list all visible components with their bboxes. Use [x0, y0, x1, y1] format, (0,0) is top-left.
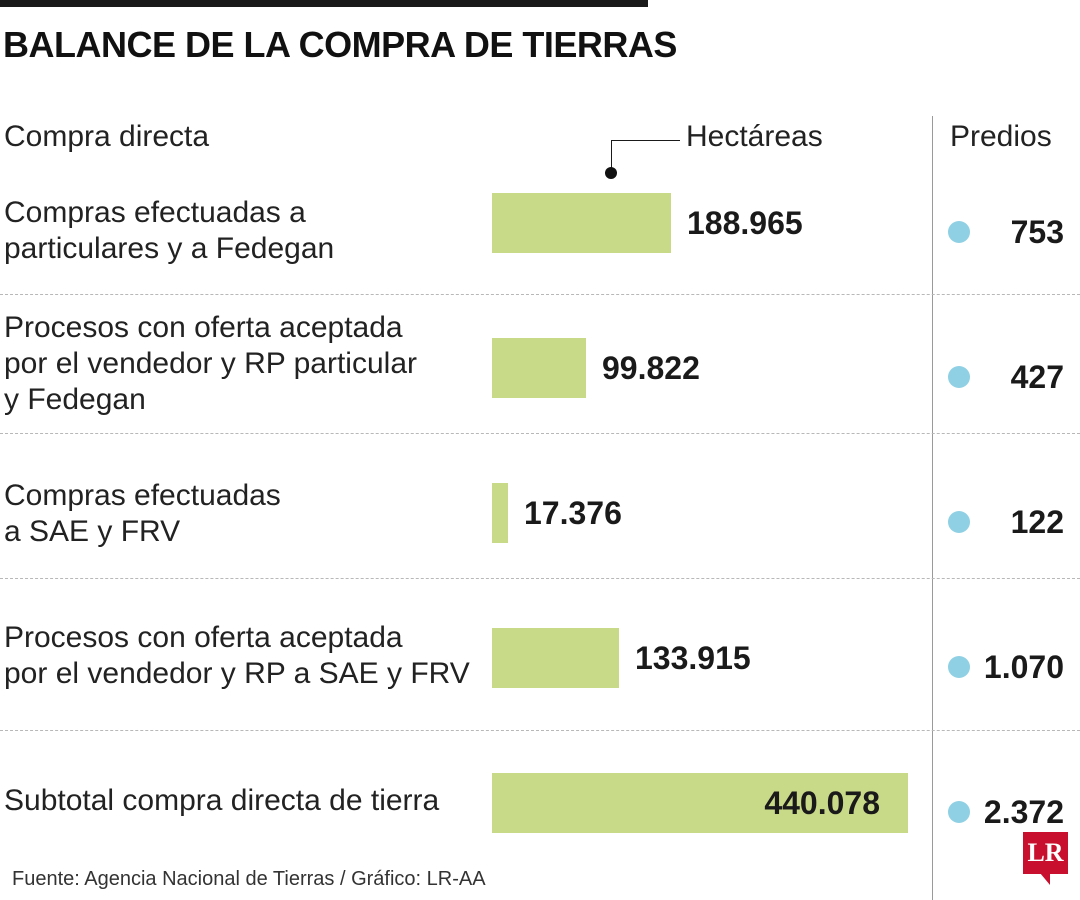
predios-dot	[948, 656, 970, 678]
hectareas-value: 188.965	[687, 205, 803, 241]
hectareas-bar	[492, 483, 508, 543]
category-label: Compras efectuadas a SAE y FRV	[4, 478, 474, 550]
category-label: Procesos con oferta aceptada por el vende…	[4, 620, 474, 692]
hectareas-bar	[492, 628, 619, 688]
hectareas-value: 17.376	[524, 495, 622, 531]
header-predios: Predios	[950, 120, 1052, 153]
row-separator	[0, 578, 1080, 579]
hectareas-bar	[492, 773, 908, 833]
category-label-line: Procesos con oferta aceptada	[4, 311, 403, 344]
predios-value: 753	[1010, 214, 1064, 250]
hectareas-bar	[492, 338, 586, 398]
predios-dot	[948, 366, 970, 388]
predios-value: 427	[1010, 359, 1064, 395]
category-label-line: a SAE y FRV	[4, 515, 181, 548]
top-rule	[0, 0, 648, 7]
category-label-line: Procesos con oferta aceptada	[4, 621, 403, 654]
units-pointer-stem	[611, 140, 612, 172]
category-label-line: Subtotal compra directa de tierra	[4, 784, 440, 817]
category-label-line: por el vendedor y RP a SAE y FRV	[4, 657, 470, 690]
category-label: Compras efectuadas a particulares y a Fed…	[4, 195, 474, 267]
predios-divider	[932, 116, 933, 900]
category-label-line: y Fedegan	[4, 383, 146, 416]
chart-title: BALANCE DE LA COMPRA DE TIERRAS	[3, 24, 677, 65]
predios-value: 1.070	[983, 649, 1064, 685]
predios-dot	[948, 221, 970, 243]
hectareas-value: 440.078	[764, 785, 880, 821]
category-label-line: Compras efectuadas	[4, 479, 281, 512]
predios-dot	[948, 511, 970, 533]
predios-dot	[948, 801, 970, 823]
category-label: Procesos con oferta aceptada por el vende…	[4, 310, 474, 418]
units-pointer-dot	[605, 167, 617, 179]
row-separator	[0, 730, 1080, 731]
header-hectareas: Hectáreas	[686, 120, 823, 153]
hectareas-value: 133.915	[635, 640, 751, 676]
predios-value: 2.372	[983, 794, 1064, 830]
category-label-line: particulares y a Fedegan	[4, 232, 335, 265]
units-pointer-line	[612, 140, 680, 141]
lr-logo: LR	[1023, 832, 1068, 874]
row-separator	[0, 294, 1080, 295]
category-label: Subtotal compra directa de tierra	[4, 783, 474, 819]
lr-logo-tail	[1040, 873, 1050, 885]
header-compra-directa: Compra directa	[4, 120, 210, 153]
row-separator	[0, 433, 1080, 434]
hectareas-bar	[492, 193, 671, 253]
source-note: Fuente: Agencia Nacional de Tierras / Gr…	[12, 868, 486, 890]
category-label-line: Compras efectuadas a	[4, 196, 306, 229]
category-label-line: por el vendedor y RP particular	[4, 347, 417, 380]
hectareas-value: 99.822	[602, 350, 700, 386]
predios-value: 122	[1010, 504, 1064, 540]
